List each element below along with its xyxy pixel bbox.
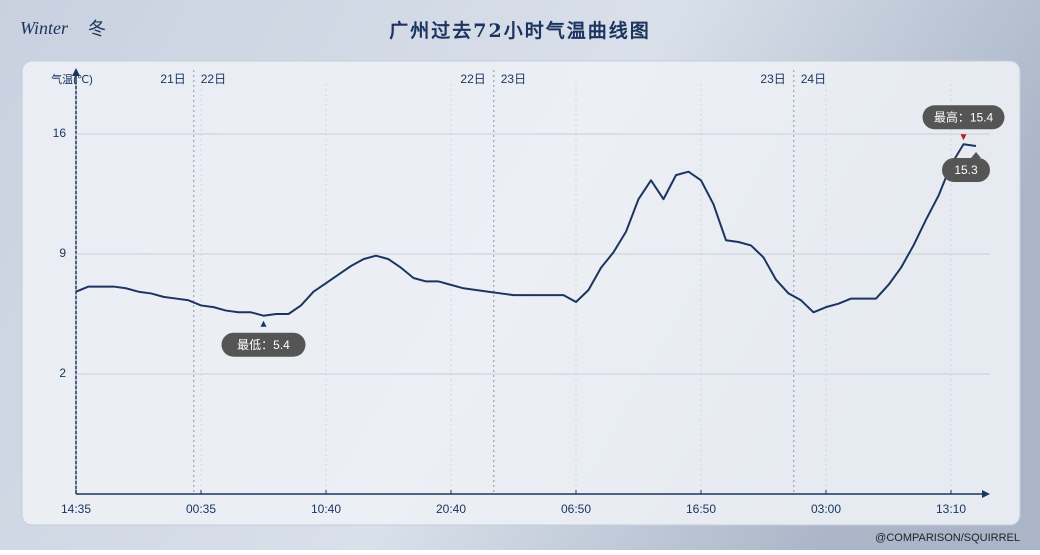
- day-label: 24日: [801, 72, 826, 86]
- day-label: 22日: [201, 72, 226, 86]
- min-label: 最低：5.4: [237, 338, 290, 352]
- x-tick-label: 16:50: [686, 502, 716, 516]
- y-tick-label: 16: [53, 126, 67, 140]
- max-label: 最高：15.4: [934, 109, 994, 124]
- y-axis-arrow: [72, 68, 80, 76]
- x-tick-label: 00:35: [186, 502, 216, 516]
- day-label: 23日: [760, 72, 785, 86]
- y-tick-label: 2: [59, 366, 66, 380]
- x-tick-label: 14:35: [61, 502, 91, 516]
- last-label-bg: [942, 158, 990, 182]
- max-label-bg: [922, 105, 1005, 130]
- x-tick-label: 03:00: [811, 502, 841, 516]
- day-label: 21日: [160, 72, 185, 86]
- logo-season: 冬: [88, 19, 106, 40]
- y-tick-label: 9: [59, 246, 66, 260]
- footer: @COMPARISON/SQUIRREL: [875, 532, 1020, 544]
- x-tick-label: 20:40: [436, 502, 466, 516]
- x-axis-arrow: [982, 490, 990, 498]
- day-label: 23日: [501, 72, 526, 86]
- min-marker: [260, 320, 267, 327]
- x-tick-label: 13:10: [936, 502, 966, 516]
- plot-panel: [21, 60, 1021, 526]
- y-axis-label: 气温(℃): [51, 72, 93, 86]
- last-marker: [971, 152, 981, 158]
- max-marker: [960, 134, 967, 141]
- temperature-line: [75, 143, 977, 317]
- x-tick-label: 06:50: [561, 502, 591, 516]
- last-label: 15.3: [954, 163, 978, 177]
- min-label-bg: [221, 332, 306, 357]
- logo: Winter: [20, 18, 69, 38]
- x-tick-label: 10:40: [311, 502, 341, 516]
- chart-title: 广州过去72小时气温曲线图: [389, 19, 650, 42]
- day-label: 22日: [460, 72, 485, 86]
